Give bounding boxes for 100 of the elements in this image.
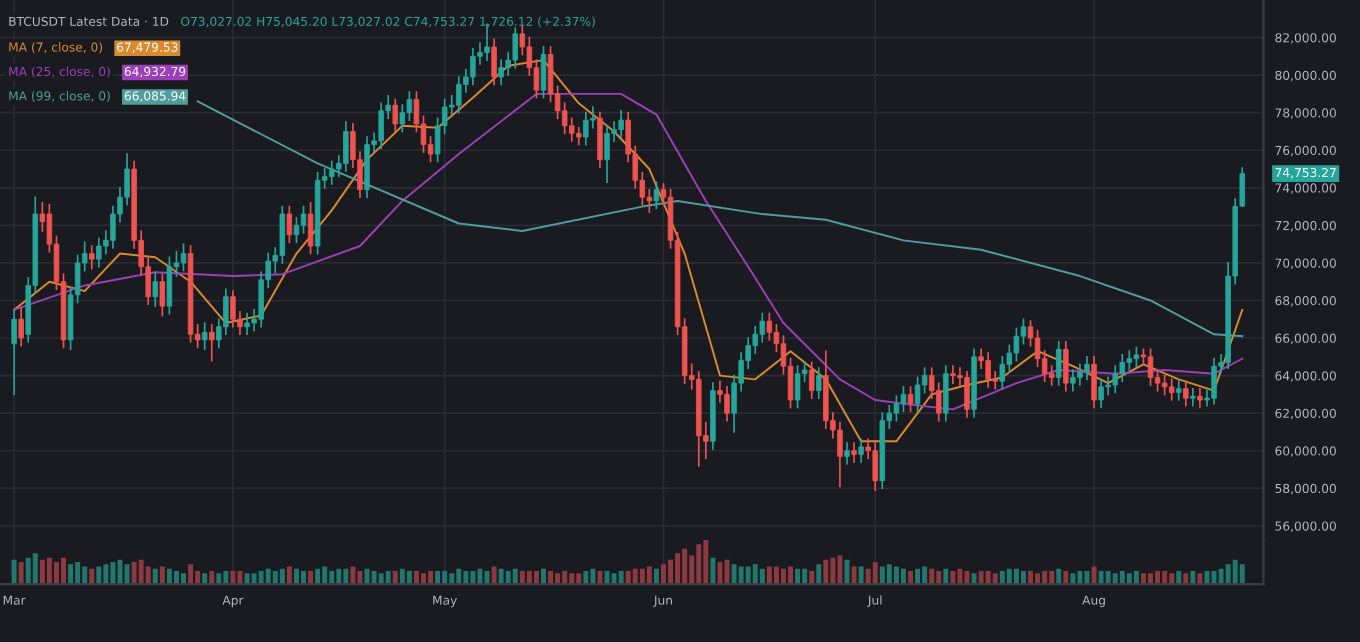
bar: [124, 564, 130, 585]
candlestick: [491, 38, 497, 86]
candlestick: [872, 442, 878, 491]
candlestick: [808, 361, 815, 399]
bar: [999, 570, 1005, 585]
bar: [950, 570, 956, 585]
bar: [166, 568, 172, 585]
bar: [915, 568, 921, 585]
candlestick: [399, 104, 406, 133]
bar: [216, 573, 222, 585]
candlestick: [597, 111, 603, 168]
bar: [541, 568, 546, 585]
bar: [590, 568, 596, 585]
bar: [1028, 570, 1033, 585]
bar: [463, 570, 469, 585]
bar: [279, 568, 285, 585]
bar: [251, 573, 257, 585]
bar: [908, 570, 913, 585]
bar: [18, 562, 24, 585]
bar: [322, 566, 328, 585]
bar: [661, 564, 666, 585]
candlestick: [152, 271, 159, 307]
bar: [936, 570, 942, 585]
candlestick: [11, 309, 17, 396]
bar: [46, 557, 52, 585]
bar: [526, 570, 532, 585]
bar: [470, 570, 476, 585]
bar: [569, 573, 575, 585]
candlestick: [201, 322, 208, 351]
bar: [653, 568, 659, 585]
candlestick: [1211, 357, 1217, 405]
bar: [851, 566, 857, 585]
bar: [1239, 564, 1245, 585]
bar: [901, 568, 906, 585]
bar: [188, 564, 194, 585]
bar: [639, 568, 645, 585]
bar: [110, 562, 116, 585]
bar: [54, 562, 59, 585]
candlestick: [180, 243, 187, 272]
bar: [456, 568, 462, 585]
candlestick: [286, 205, 293, 244]
candlestick: [583, 111, 589, 146]
bar: [1190, 570, 1196, 585]
bar: [837, 555, 843, 585]
bar: [1197, 573, 1203, 585]
candlestick: [18, 307, 24, 347]
bar: [971, 573, 977, 585]
bar: [886, 564, 892, 585]
bar: [371, 570, 377, 585]
bar: [181, 573, 186, 585]
candlestick: [950, 365, 956, 384]
bar: [922, 566, 928, 585]
bar: [985, 570, 991, 585]
bar: [39, 559, 45, 585]
candlestick: [470, 47, 476, 86]
bar: [1218, 568, 1224, 585]
bar: [152, 568, 158, 585]
bar: [802, 568, 808, 585]
candlestick: [766, 312, 773, 341]
bar: [202, 573, 208, 585]
bar: [75, 562, 81, 585]
bar: [223, 570, 229, 585]
candlestick: [999, 355, 1006, 390]
bar: [272, 570, 278, 585]
candlestick: [893, 395, 900, 422]
candlestick: [604, 124, 610, 183]
candlestick: [985, 352, 991, 388]
candlestick: [1168, 378, 1175, 401]
bar: [131, 562, 137, 585]
bar: [435, 570, 441, 585]
bar: [533, 570, 539, 585]
candlestick: [540, 46, 547, 99]
candlestick: [1070, 369, 1076, 392]
bar: [879, 566, 885, 585]
bar: [682, 548, 688, 585]
bar: [583, 570, 589, 585]
candlestick: [1091, 355, 1097, 409]
bar: [858, 566, 864, 585]
bar: [230, 570, 236, 585]
bar: [378, 573, 384, 585]
candlestick: [244, 312, 250, 336]
bar: [978, 570, 984, 585]
bar: [809, 570, 815, 585]
bar: [738, 566, 744, 585]
bar: [1148, 573, 1153, 585]
candlestick: [364, 136, 370, 199]
bar: [830, 557, 836, 585]
bar: [428, 570, 434, 585]
bar: [766, 566, 772, 585]
bar: [555, 573, 561, 585]
bar: [1091, 566, 1097, 585]
bar: [159, 566, 165, 585]
bar: [244, 573, 250, 585]
bar: [442, 570, 448, 585]
candlestick: [1197, 387, 1203, 409]
bar: [816, 564, 822, 585]
bar: [1119, 570, 1125, 585]
bar: [611, 573, 617, 585]
bar: [519, 570, 525, 585]
bar: [1013, 568, 1019, 585]
